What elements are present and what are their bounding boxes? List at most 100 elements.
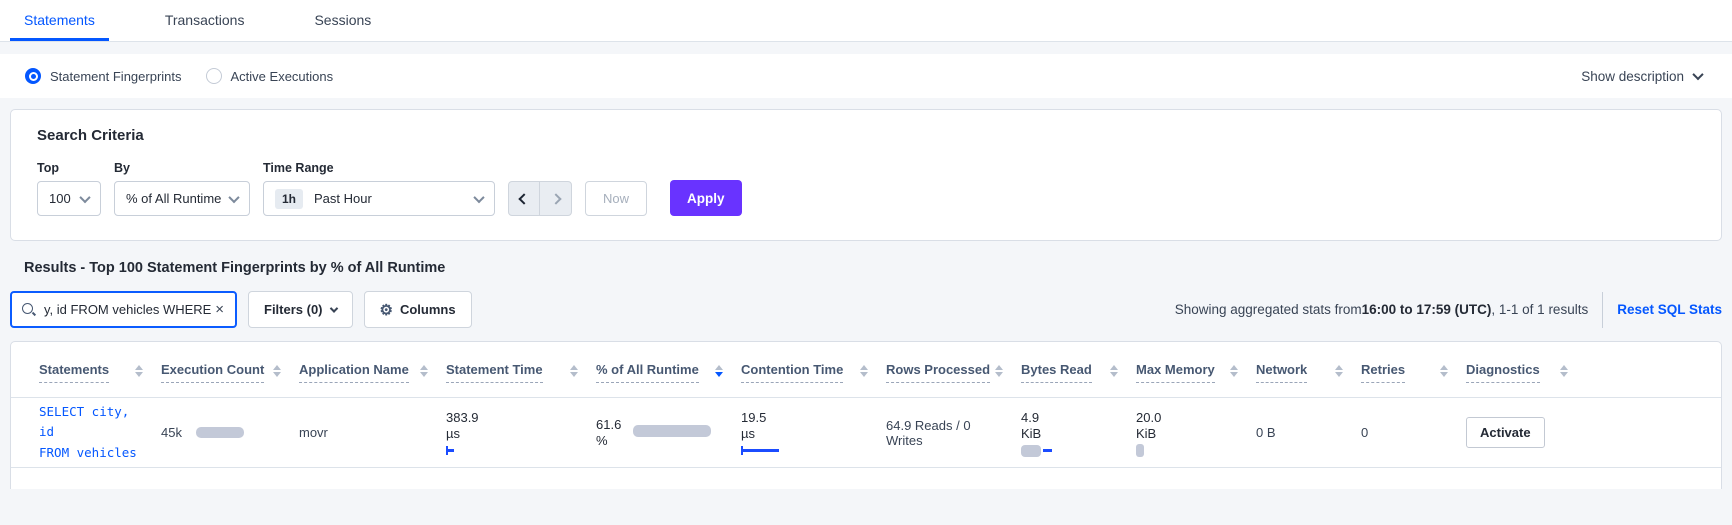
chevron-down-icon <box>228 191 240 203</box>
time-range-badge: 1h <box>275 188 304 209</box>
search-icon <box>22 302 36 317</box>
view-toggle-row: Statement Fingerprints Active Executions… <box>0 54 1732 98</box>
tab-transactions[interactable]: Transactions <box>164 12 245 28</box>
sort-icon[interactable] <box>1230 364 1238 381</box>
radio-active-executions[interactable]: Active Executions <box>205 68 334 84</box>
time-window-arrows <box>508 181 572 216</box>
aggregated-stats-text: Showing aggregated stats from 16:00 to 1… <box>1175 302 1588 317</box>
sort-icon[interactable] <box>570 364 578 381</box>
cell-rows-processed: 64.9 Reads / 0 Writes <box>886 418 1021 448</box>
sort-icon[interactable] <box>273 364 281 381</box>
statement-fingerprint-link[interactable]: SELECT city, id FROM vehicles <box>39 403 137 460</box>
sort-icon-active[interactable] <box>715 364 723 381</box>
sort-icon[interactable] <box>1335 364 1343 381</box>
filters-button[interactable]: Filters (0) <box>248 291 353 328</box>
table-row: SELECT city, id FROM vehicles 45k movr 3… <box>11 398 1721 468</box>
column-header-statements[interactable]: Statements <box>39 362 161 383</box>
radio-unselected-icon <box>205 68 222 84</box>
retries-value: 0 <box>1361 425 1369 440</box>
tab-statements[interactable]: Statements <box>10 0 109 41</box>
column-header-diagnostics[interactable]: Diagnostics <box>1466 362 1586 383</box>
bytes-read-bar <box>1021 444 1052 457</box>
table-header-row: Statements Execution Count Application N… <box>11 342 1721 398</box>
chevron-right-icon <box>549 192 562 205</box>
execution-count-value: 45k <box>161 425 182 440</box>
radio-statement-fingerprints[interactable]: Statement Fingerprints <box>25 68 182 84</box>
chevron-down-icon <box>1692 68 1704 81</box>
tab-sessions[interactable]: Sessions <box>314 12 372 28</box>
columns-button[interactable]: ⚙ Columns <box>363 291 472 328</box>
time-range-select[interactable]: 1h Past Hour <box>263 181 495 216</box>
max-memory-value: 20.0 <box>1136 410 1162 425</box>
search-input[interactable] <box>44 302 214 317</box>
chevron-down-icon <box>329 303 338 313</box>
runtime-bar <box>633 424 712 437</box>
sort-icon[interactable] <box>1560 364 1568 381</box>
by-select[interactable]: % of All Runtime <box>114 181 250 216</box>
activate-diagnostics-button[interactable]: Activate <box>1466 417 1545 448</box>
sort-icon[interactable] <box>135 364 143 381</box>
contention-bar <box>741 446 779 455</box>
column-header-bytes-read[interactable]: Bytes Read <box>1021 362 1136 383</box>
application-name-value: movr <box>299 425 328 440</box>
column-header-network[interactable]: Network <box>1256 362 1361 383</box>
cell-statement-time: 383.9 µs <box>446 410 596 455</box>
sort-icon[interactable] <box>420 364 428 381</box>
clear-search-icon[interactable]: × <box>215 301 224 318</box>
now-button[interactable]: Now <box>585 181 648 216</box>
top-tab-bar: Statements Transactions Sessions <box>0 0 1732 42</box>
stats-range: 16:00 to 17:59 (UTC) <box>1361 302 1492 317</box>
sort-icon[interactable] <box>1110 364 1118 381</box>
cell-retries: 0 <box>1361 425 1466 440</box>
sort-icon[interactable] <box>860 364 868 381</box>
next-time-window-button[interactable] <box>540 182 571 215</box>
column-header-percent-runtime[interactable]: % of All Runtime <box>596 362 741 383</box>
previous-time-window-button[interactable] <box>509 182 540 215</box>
search-criteria-card: Search Criteria Top 100 By % of All Runt… <box>10 109 1722 241</box>
time-range-field: Time Range 1h Past Hour <box>263 161 495 216</box>
chevron-down-icon <box>79 191 91 203</box>
cell-percent-runtime: 61.6 % <box>596 417 741 449</box>
top-select-value: 100 <box>49 191 71 206</box>
top-select[interactable]: 100 <box>37 181 101 216</box>
stats-prefix: Showing aggregated stats from <box>1174 302 1362 317</box>
max-memory-bar <box>1136 444 1161 457</box>
statement-time-unit: µs <box>446 426 460 441</box>
top-label: Top <box>37 161 59 175</box>
cell-statement: SELECT city, id FROM vehicles <box>39 402 161 464</box>
statement-time-bar <box>446 446 479 455</box>
columns-label: Columns <box>399 302 456 317</box>
time-range-value: Past Hour <box>314 191 372 206</box>
sort-icon[interactable] <box>1440 364 1448 381</box>
time-range-label: Time Range <box>263 161 334 175</box>
cell-diagnostics: Activate <box>1466 417 1586 448</box>
show-description-toggle[interactable]: Show description <box>1581 68 1704 84</box>
execution-count-bar <box>195 427 244 438</box>
cell-bytes-read: 4.9 KiB <box>1021 410 1136 457</box>
radio-label: Statement Fingerprints <box>50 68 182 84</box>
sort-icon[interactable] <box>995 364 1003 381</box>
show-description-label: Show description <box>1581 68 1684 84</box>
column-header-rows-processed[interactable]: Rows Processed <box>886 362 1021 383</box>
bytes-read-value: 4.9 <box>1021 410 1040 425</box>
column-header-retries[interactable]: Retries <box>1361 362 1466 383</box>
stats-suffix: , 1-1 of 1 results <box>1491 302 1589 317</box>
contention-value: 19.5 <box>741 410 767 425</box>
column-header-contention-time[interactable]: Contention Time <box>741 362 886 383</box>
rows-processed-value: 64.9 Reads / 0 Writes <box>886 417 971 448</box>
statement-time-value: 383.9 <box>446 410 479 425</box>
gear-icon: ⚙ <box>379 301 393 319</box>
column-header-application-name[interactable]: Application Name <box>299 362 446 383</box>
reset-sql-stats-link[interactable]: Reset SQL Stats <box>1617 302 1722 317</box>
radio-label: Active Executions <box>230 68 334 84</box>
column-header-execution-count[interactable]: Execution Count <box>161 362 299 383</box>
results-toolbar: × Filters (0) ⚙ Columns Showing aggregat… <box>10 291 1722 328</box>
cell-execution-count: 45k <box>161 425 299 440</box>
column-header-max-memory[interactable]: Max Memory <box>1136 362 1256 383</box>
runtime-unit: % <box>596 432 608 448</box>
divider <box>1602 291 1604 328</box>
bytes-read-unit: KiB <box>1021 426 1042 441</box>
chevron-left-icon <box>518 192 530 205</box>
column-header-statement-time[interactable]: Statement Time <box>446 362 596 383</box>
apply-button[interactable]: Apply <box>670 180 742 216</box>
